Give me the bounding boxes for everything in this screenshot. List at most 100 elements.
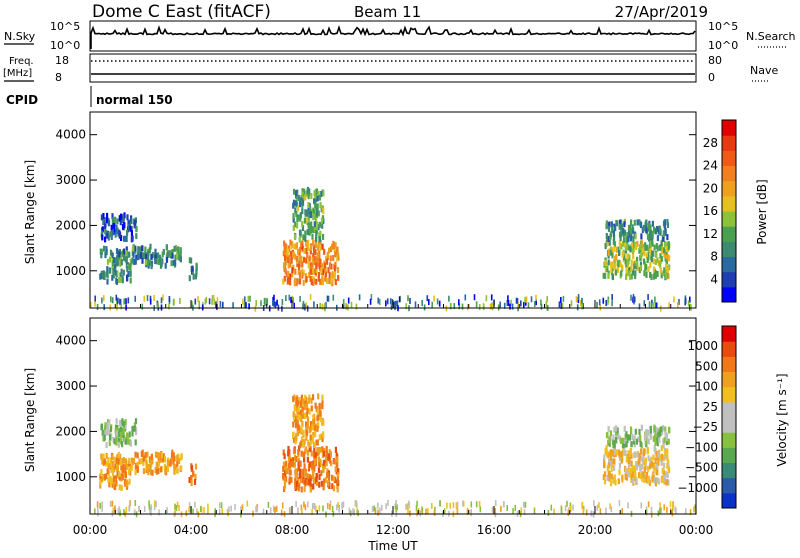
data-cell [299, 215, 302, 222]
data-cell [316, 255, 319, 262]
data-cell [654, 457, 657, 464]
data-cell [150, 253, 153, 260]
data-cell [317, 190, 320, 197]
data-cell [392, 301, 395, 308]
data-cell [332, 294, 335, 301]
data-cell [604, 266, 607, 273]
data-cell [191, 301, 193, 308]
data-cell [119, 219, 122, 226]
data-cell [149, 506, 151, 513]
data-cell [643, 258, 646, 265]
data-cell [122, 427, 125, 433]
data-cell [121, 441, 124, 448]
data-cell [646, 448, 649, 455]
data-cell [352, 508, 354, 515]
data-cell [605, 432, 609, 439]
data-cell [614, 269, 618, 276]
data-cell [625, 431, 628, 438]
data-cell [262, 508, 265, 515]
data-cell [416, 510, 418, 517]
data-cell [297, 507, 299, 514]
data-cell [634, 273, 637, 280]
data-cell [306, 456, 309, 463]
data-cell [213, 298, 216, 305]
data-cell [296, 205, 300, 212]
data-cell [616, 427, 619, 434]
data-cell [614, 263, 617, 270]
data-cell [111, 274, 114, 281]
data-cell [176, 460, 179, 467]
data-cell [314, 259, 317, 266]
data-cell [109, 500, 112, 507]
data-cell [115, 248, 119, 255]
data-cell [647, 438, 650, 445]
data-cell [297, 461, 300, 468]
data-cell [300, 440, 303, 447]
y-tick-label: 4000 [55, 128, 86, 142]
data-cell [436, 298, 439, 305]
data-cell [644, 457, 647, 464]
data-cell [134, 418, 138, 425]
data-cell [631, 471, 634, 478]
data-cell [283, 246, 287, 253]
data-cell [112, 272, 116, 279]
data-cell [641, 463, 644, 470]
data-cell [511, 303, 514, 310]
data-cell [389, 298, 392, 305]
data-cell [307, 439, 310, 446]
velocity-panel-frame [89, 317, 697, 515]
data-cell [109, 249, 113, 256]
data-cell [113, 438, 116, 445]
data-cell [281, 305, 283, 312]
data-cell [336, 248, 339, 255]
data-cell [113, 267, 116, 274]
data-cell [409, 510, 411, 517]
data-cell [358, 294, 361, 301]
data-cell [503, 302, 506, 309]
data-cell [267, 501, 270, 508]
data-cell [609, 249, 612, 256]
data-cell [582, 508, 585, 515]
data-cell [285, 476, 288, 483]
data-cell [654, 465, 657, 472]
data-cell [664, 228, 667, 235]
data-cell [219, 301, 222, 307]
data-cell [103, 458, 106, 465]
data-cell [311, 509, 313, 515]
data-cell [288, 294, 291, 301]
data-cell [336, 267, 340, 274]
data-cell [336, 483, 339, 489]
data-cell [636, 260, 639, 267]
data-cell [317, 275, 320, 282]
data-cell [664, 453, 667, 460]
x-tick-label: 04:00 [174, 523, 209, 537]
data-cell [172, 452, 175, 459]
data-cell [409, 297, 411, 304]
data-cell [283, 486, 286, 493]
data-cell [174, 509, 177, 516]
data-cell [305, 209, 308, 216]
x-tick-label: 00:00 [73, 523, 108, 537]
data-cell [646, 429, 649, 436]
data-cell [320, 191, 323, 197]
data-cell [316, 221, 319, 228]
data-cell [605, 445, 608, 452]
data-cell [114, 216, 117, 223]
data-cell [123, 509, 125, 516]
data-cell [687, 300, 690, 307]
data-cell [303, 438, 306, 445]
data-cell [194, 463, 198, 470]
data-cell [169, 250, 172, 257]
nsky-trace [90, 24, 696, 49]
data-cell [322, 207, 325, 214]
data-cell [273, 294, 275, 301]
data-cell [612, 239, 615, 246]
data-cell [157, 468, 160, 474]
data-cell [434, 506, 436, 513]
data-cell [287, 450, 290, 457]
data-cell [394, 304, 396, 311]
data-cell [173, 298, 175, 305]
data-cell [318, 263, 321, 269]
data-cell [660, 507, 663, 514]
